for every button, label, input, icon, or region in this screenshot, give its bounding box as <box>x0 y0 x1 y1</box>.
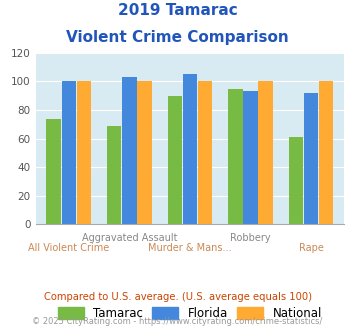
Bar <box>77 82 91 224</box>
Bar <box>243 91 258 224</box>
Text: Aggravated Assault: Aggravated Assault <box>82 233 177 243</box>
Bar <box>183 74 197 224</box>
Bar <box>168 96 182 224</box>
Text: Rape: Rape <box>299 243 323 252</box>
Bar <box>198 82 212 224</box>
Bar <box>122 77 137 224</box>
Bar <box>228 88 242 224</box>
Bar <box>319 82 333 224</box>
Bar <box>289 137 303 224</box>
Text: Robbery: Robbery <box>230 233 271 243</box>
Text: Violent Crime Comparison: Violent Crime Comparison <box>66 30 289 45</box>
Bar <box>258 82 273 224</box>
Bar <box>107 126 121 224</box>
Text: All Violent Crime: All Violent Crime <box>28 243 109 252</box>
Text: 2019 Tamarac: 2019 Tamarac <box>118 3 237 18</box>
Bar <box>61 82 76 224</box>
Text: Compared to U.S. average. (U.S. average equals 100): Compared to U.S. average. (U.S. average … <box>44 292 311 302</box>
Bar <box>137 82 152 224</box>
Legend: Tamarac, Florida, National: Tamarac, Florida, National <box>53 302 327 325</box>
Bar <box>47 118 61 224</box>
Bar <box>304 93 318 224</box>
Text: © 2025 CityRating.com - https://www.cityrating.com/crime-statistics/: © 2025 CityRating.com - https://www.city… <box>32 317 323 326</box>
Text: Murder & Mans...: Murder & Mans... <box>148 243 232 252</box>
